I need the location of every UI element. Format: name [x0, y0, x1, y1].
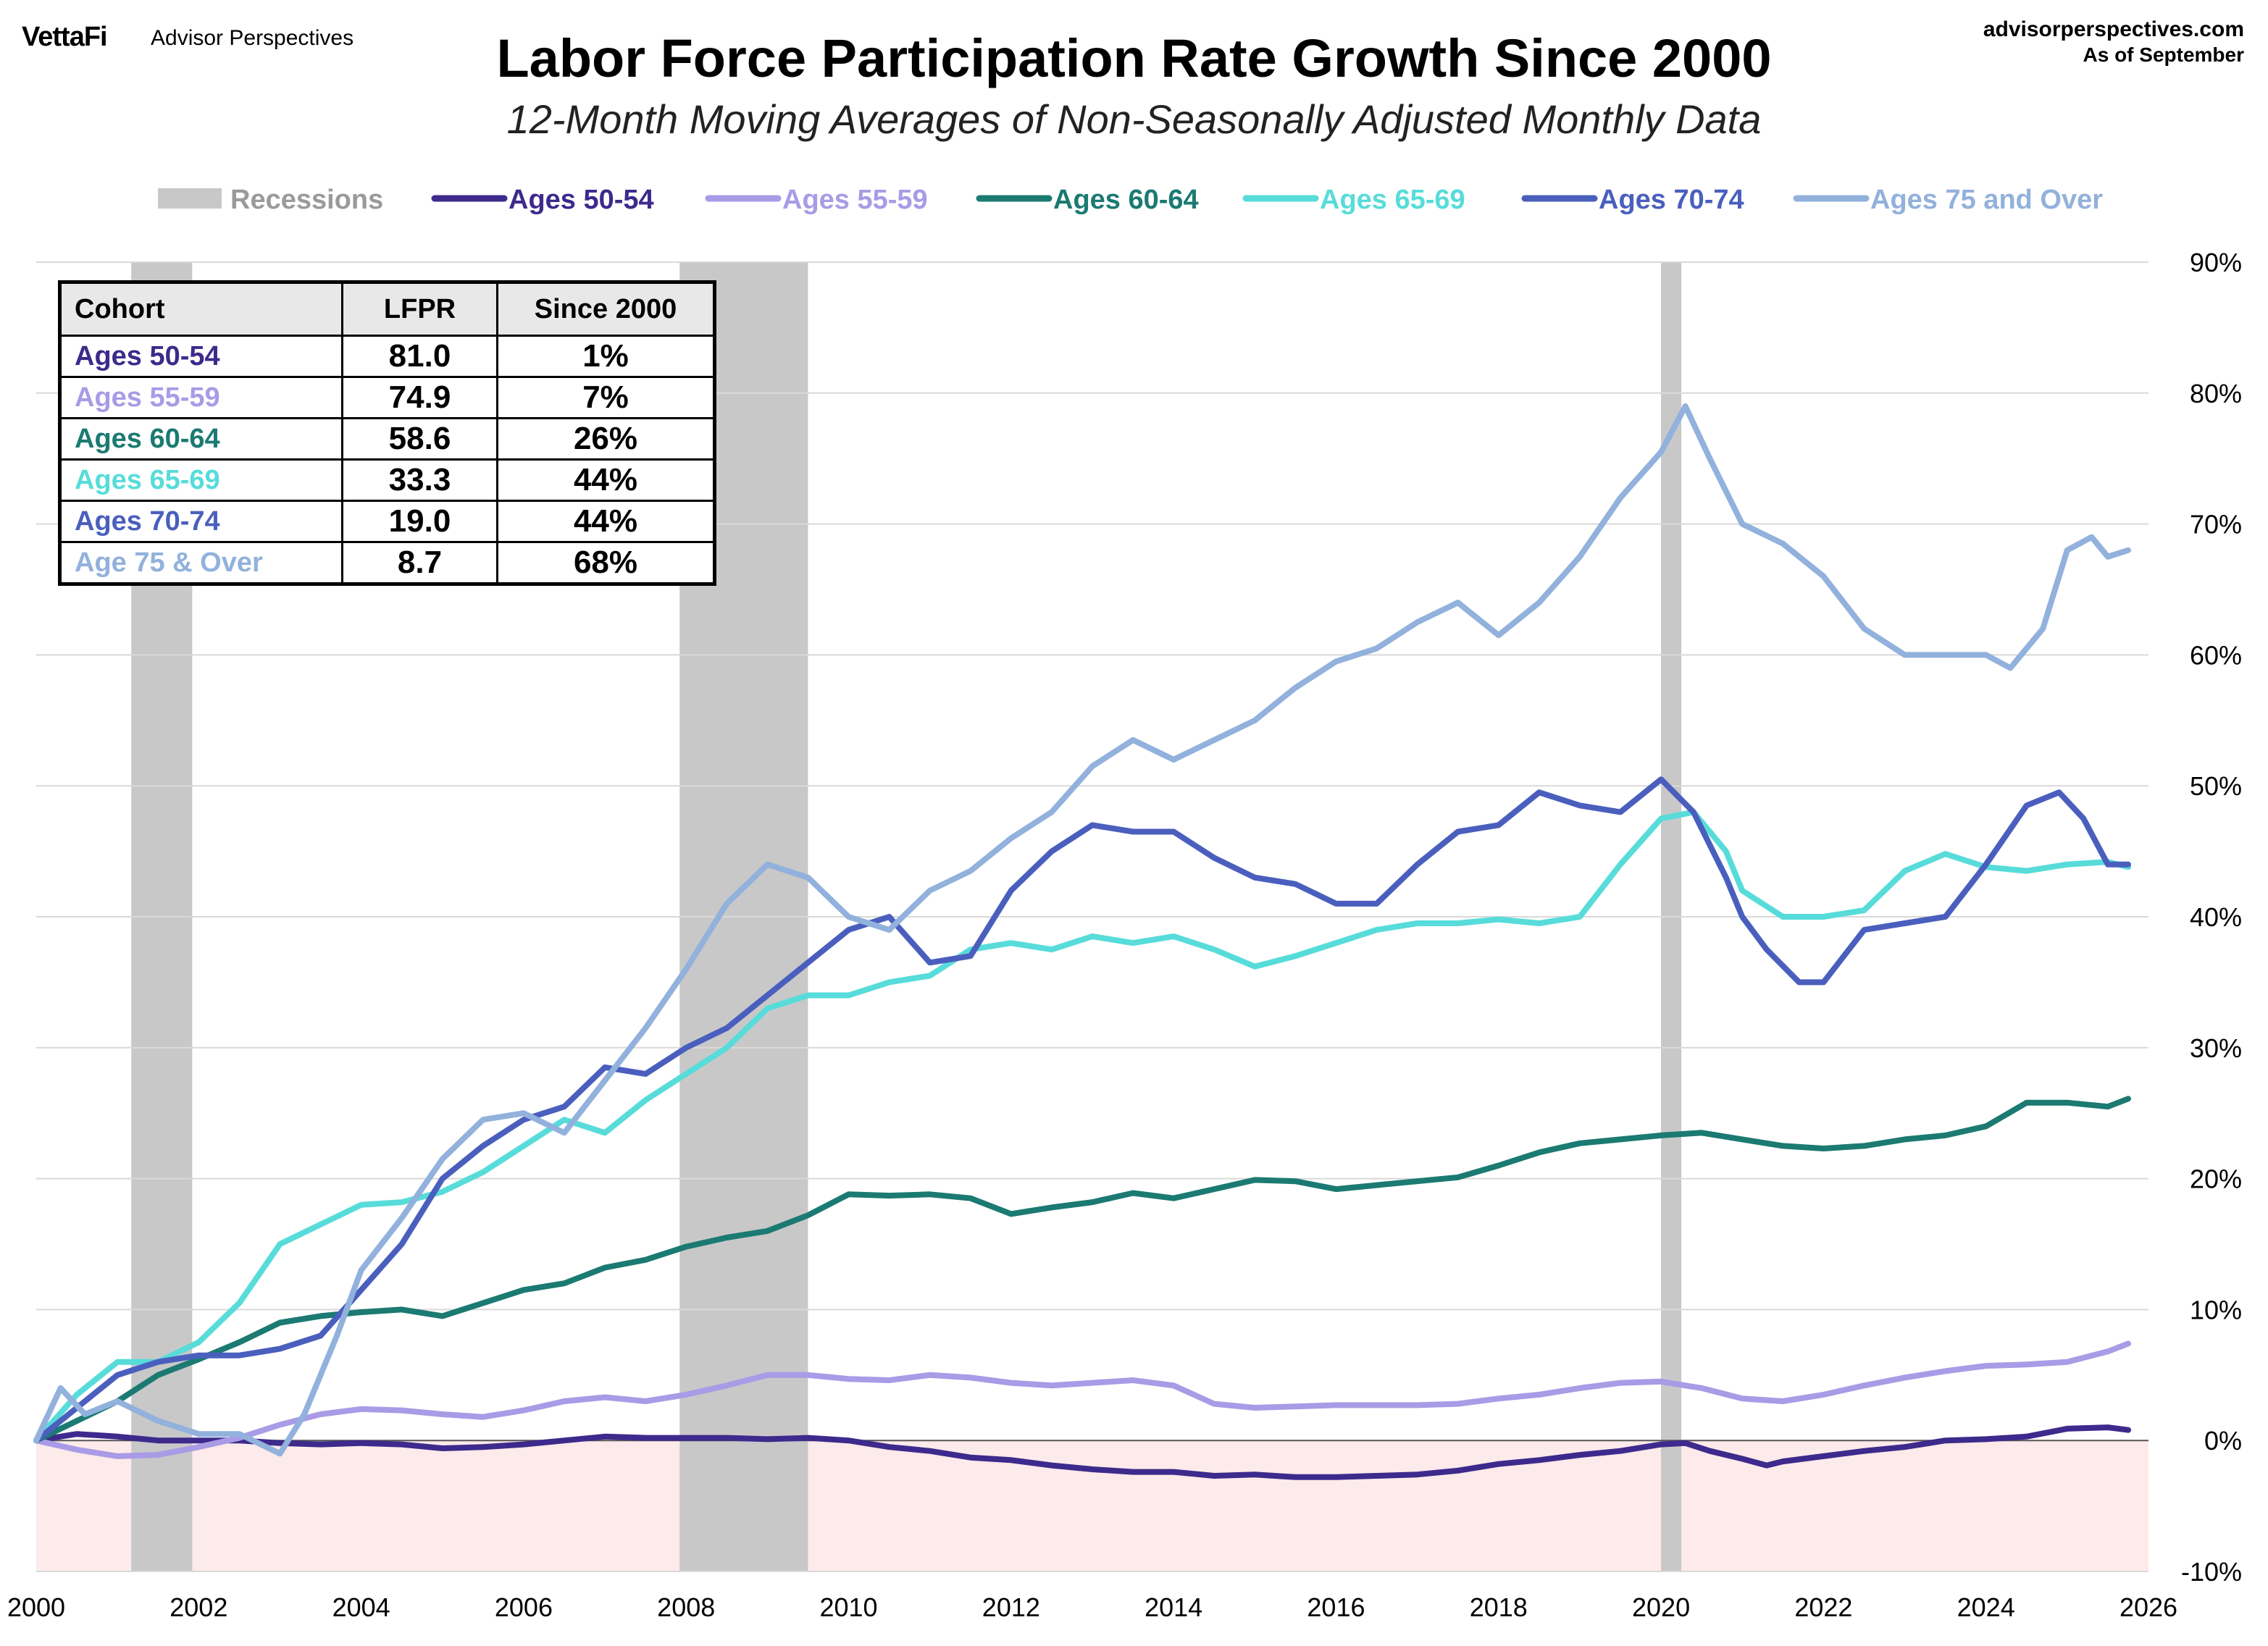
as-of-date: As of September [2083, 43, 2245, 66]
legend-label: Recessions [230, 185, 383, 215]
series-line-ages-65-69 [33, 809, 2131, 1444]
y-tick-label: 50% [2190, 771, 2242, 801]
site-url: advisorperspectives.com [1983, 17, 2244, 41]
y-tick-label: 70% [2190, 510, 2242, 539]
lfpr-value: 74.9 [341, 376, 498, 419]
chart-subtitle: 12-Month Moving Averages of Non-Seasonal… [506, 96, 1762, 142]
x-tick-label: 2002 [170, 1592, 227, 1622]
cohort-name: Ages 60-64 [59, 417, 343, 461]
lfpr-value: 19.0 [341, 500, 498, 543]
table-row: Ages 50-54 81.0 1% [59, 335, 716, 378]
x-tick-label: 2026 [2120, 1592, 2177, 1622]
cohort-name: Ages 50-54 [59, 335, 343, 378]
y-tick-label: 20% [2190, 1164, 2242, 1194]
brand-logo: VettaFi [22, 22, 108, 52]
y-tick-label: 90% [2190, 248, 2242, 277]
series-line-ages-60-64 [33, 1096, 2131, 1444]
y-tick-label: 80% [2190, 379, 2242, 408]
x-tick-label: 2012 [982, 1592, 1040, 1622]
table-row: Ages 70-74 19.0 44% [59, 500, 716, 543]
y-tick-label: 0% [2204, 1426, 2242, 1456]
series-line-ages-75-and-over [33, 403, 2131, 1457]
y-tick-label: 30% [2190, 1033, 2242, 1063]
y-tick-label: -10% [2181, 1557, 2242, 1587]
header-cohort: Cohort [59, 281, 343, 337]
since-2000-value: 26% [496, 417, 716, 461]
header-since-2000: Since 2000 [496, 281, 716, 337]
lfpr-value: 81.0 [341, 335, 498, 378]
table-row: Ages 65-69 33.3 44% [59, 458, 716, 502]
x-tick-label: 2008 [657, 1592, 715, 1622]
since-2000-value: 68% [496, 541, 716, 585]
cohort-name: Ages 55-59 [59, 376, 343, 419]
lfpr-value: 33.3 [341, 458, 498, 502]
series-line-ages-55-59 [33, 1340, 2131, 1459]
since-2000-value: 1% [496, 335, 716, 378]
legend-swatch [158, 188, 222, 209]
table-row: Age 75 & Over 8.7 68% [59, 541, 716, 585]
lfpr-value: 58.6 [341, 417, 498, 461]
cohort-name: Age 75 & Over [59, 541, 343, 585]
legend-label: Ages 65-69 [1320, 185, 1465, 215]
table-row: Ages 55-59 74.9 7% [59, 376, 716, 419]
y-tick-label: 40% [2190, 902, 2242, 932]
x-tick-label: 2000 [7, 1592, 65, 1622]
since-2000-value: 7% [496, 376, 716, 419]
y-tick-label: 10% [2190, 1295, 2242, 1324]
x-tick-label: 2014 [1145, 1592, 1202, 1622]
x-tick-label: 2020 [1632, 1592, 1690, 1622]
cohort-table: Cohort LFPR Since 2000 Ages 50-54 81.0 1… [58, 280, 716, 586]
legend-label: Ages 60-64 [1053, 185, 1199, 215]
x-tick-label: 2006 [495, 1592, 553, 1622]
x-tick-label: 2022 [1794, 1592, 1852, 1622]
table-header-row: Cohort LFPR Since 2000 [59, 281, 716, 337]
series-line-ages-50-54 [33, 1424, 2131, 1480]
lfpr-value: 8.7 [341, 541, 498, 585]
since-2000-value: 44% [496, 500, 716, 543]
cohort-name: Ages 65-69 [59, 458, 343, 502]
legend-label: Ages 55-59 [782, 185, 928, 215]
legend-label: Ages 75 and Over [1870, 185, 2103, 215]
x-tick-label: 2004 [332, 1592, 390, 1622]
x-tick-label: 2010 [819, 1592, 877, 1622]
legend-label: Ages 70-74 [1599, 185, 1744, 215]
brand-name: Advisor Perspectives [151, 26, 354, 50]
header-lfpr: LFPR [341, 281, 498, 337]
negative-region-band [36, 1440, 2148, 1571]
x-tick-label: 2024 [1957, 1592, 2015, 1622]
cohort-name: Ages 70-74 [59, 500, 343, 543]
legend-label: Ages 50-54 [509, 185, 654, 215]
series-line-ages-70-74 [33, 776, 2131, 1444]
x-tick-label: 2018 [1470, 1592, 1528, 1622]
chart-title: Labor Force Participation Rate Growth Si… [496, 28, 1772, 88]
since-2000-value: 44% [496, 458, 716, 502]
table-row: Ages 60-64 58.6 26% [59, 417, 716, 461]
y-tick-label: 60% [2190, 640, 2242, 670]
x-tick-label: 2016 [1307, 1592, 1365, 1622]
